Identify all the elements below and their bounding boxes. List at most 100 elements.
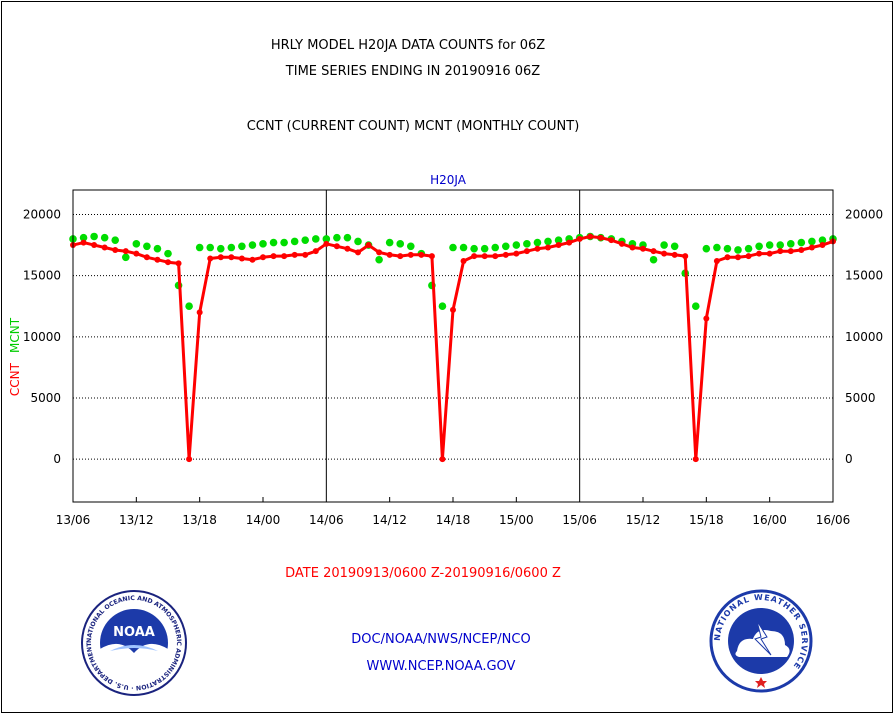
ccnt-point bbox=[808, 244, 815, 251]
mcnt-point bbox=[480, 244, 489, 253]
mcnt-point bbox=[523, 240, 531, 248]
mcnt-point bbox=[216, 244, 225, 253]
mcnt-point bbox=[132, 240, 141, 248]
ccnt-point bbox=[597, 234, 604, 241]
x-tick-label: 16/06 bbox=[816, 513, 851, 527]
x-tick-label: 13/12 bbox=[119, 513, 154, 527]
mcnt-point bbox=[797, 238, 806, 247]
ccnt-point bbox=[376, 249, 383, 256]
ccnt-point bbox=[228, 254, 235, 261]
ccnt-point bbox=[270, 253, 277, 260]
ccnt-point bbox=[724, 254, 731, 261]
ccnt-point bbox=[260, 254, 266, 261]
site-url[interactable]: WWW.NCEP.NOAA.GOV bbox=[366, 659, 516, 674]
ccnt-point bbox=[80, 239, 87, 246]
ccnt-point bbox=[787, 248, 794, 255]
time-series-chart: H20JA 0 0 5000 5000 10000 10000 15000 15000 2000… bbox=[8, 173, 883, 527]
mcnt-point bbox=[776, 241, 785, 249]
x-tick-label: 15/12 bbox=[626, 513, 661, 527]
mcnt-point bbox=[311, 235, 320, 243]
mcnt-point bbox=[111, 236, 120, 244]
x-tick-label: 14/18 bbox=[436, 513, 471, 527]
x-tick-label: 15/18 bbox=[689, 513, 724, 527]
mcnt-point bbox=[744, 244, 753, 253]
ccnt-point bbox=[122, 248, 129, 255]
y-tick-label-right: 10000 bbox=[845, 330, 883, 344]
ccnt-point bbox=[682, 253, 689, 260]
ccnt-point bbox=[154, 256, 161, 263]
ccnt-point bbox=[555, 242, 562, 249]
x-tick-label: 13/06 bbox=[56, 513, 91, 527]
mcnt-point bbox=[670, 242, 679, 251]
mcnt-point bbox=[734, 246, 742, 254]
mcnt-point bbox=[786, 240, 795, 248]
date-range: DATE 20190913/0600 Z-20190916/0600 Z bbox=[285, 566, 561, 581]
ccnt-point bbox=[745, 253, 752, 260]
mcnt-point bbox=[765, 241, 774, 249]
ccnt-point bbox=[344, 245, 351, 252]
mcnt-point bbox=[818, 236, 827, 244]
ccnt-point bbox=[471, 253, 478, 260]
y-tick-label-left: 20000 bbox=[23, 207, 61, 221]
mcnt-point bbox=[79, 233, 88, 242]
mcnt-point bbox=[90, 232, 98, 241]
mcnt-point bbox=[354, 237, 362, 246]
ccnt-point bbox=[323, 240, 330, 247]
mcnt-point bbox=[121, 253, 130, 262]
ccnt-point bbox=[281, 253, 288, 260]
mcnt-point bbox=[438, 302, 447, 311]
mcnt-point bbox=[491, 243, 500, 252]
title-line-3: CCNT (CURRENT COUNT) MCNT (MONTHLY COUNT… bbox=[246, 119, 580, 134]
chart-grid bbox=[72, 190, 834, 502]
ccnt-point bbox=[576, 235, 583, 242]
mcnt-point bbox=[143, 242, 151, 251]
ccnt-point bbox=[713, 257, 720, 264]
ccnt-point bbox=[460, 257, 467, 264]
ccnt-point bbox=[587, 233, 594, 240]
ccnt-point bbox=[661, 250, 668, 257]
mcnt-point bbox=[185, 302, 193, 311]
ccnt-line bbox=[72, 235, 834, 461]
mcnt-point bbox=[269, 238, 278, 247]
ylabel-mcnt: MCNT bbox=[8, 317, 22, 353]
y-axis-label: CCNT MCNT bbox=[8, 317, 22, 396]
ccnt-point bbox=[418, 251, 425, 258]
ccnt-point bbox=[238, 255, 245, 262]
ccnt-point bbox=[534, 245, 541, 252]
ccnt-point bbox=[333, 243, 340, 250]
ccnt-point bbox=[397, 253, 404, 260]
ccnt-point bbox=[355, 249, 361, 256]
title-line-1: HRLY MODEL H20JA DATA COUNTS for 06Z bbox=[270, 38, 546, 53]
mcnt-point bbox=[227, 243, 236, 252]
mcnt-point bbox=[691, 302, 700, 311]
mcnt-point bbox=[248, 241, 257, 249]
mcnt-point bbox=[195, 243, 204, 252]
x-tick-label: 14/12 bbox=[372, 513, 407, 527]
mcnt-point bbox=[396, 240, 405, 248]
y-tick-label-left: 15000 bbox=[23, 269, 61, 283]
mcnt-point bbox=[333, 233, 341, 242]
mcnt-point bbox=[808, 237, 816, 246]
mcnt-point bbox=[238, 242, 246, 251]
mcnt-point bbox=[533, 238, 542, 247]
mcnt-point bbox=[649, 255, 658, 264]
org-name: DOC/NOAA/NWS/NCEP/NCO bbox=[351, 632, 531, 647]
ccnt-point bbox=[143, 254, 150, 261]
ccnt-point bbox=[186, 456, 193, 463]
axis-labels: 0 0 5000 5000 10000 10000 15000 15000 20000 20000… bbox=[23, 207, 883, 527]
mcnt-point bbox=[100, 233, 109, 242]
ccnt-point bbox=[407, 251, 414, 258]
ccnt-point bbox=[640, 245, 646, 252]
ccnt-point bbox=[608, 237, 615, 244]
y-tick-label-right: 15000 bbox=[845, 269, 883, 283]
ccnt-point bbox=[703, 315, 710, 322]
nws-logo: NATIONAL WEATHER SERVICE bbox=[709, 589, 813, 693]
mcnt-point bbox=[290, 237, 299, 246]
ccnt-point bbox=[175, 260, 182, 267]
y-tick-label-left: 0 bbox=[53, 452, 61, 466]
ccnt-point bbox=[450, 306, 456, 313]
mcnt-point bbox=[259, 240, 267, 248]
ccnt-point bbox=[798, 246, 805, 253]
ccnt-point bbox=[312, 248, 319, 255]
